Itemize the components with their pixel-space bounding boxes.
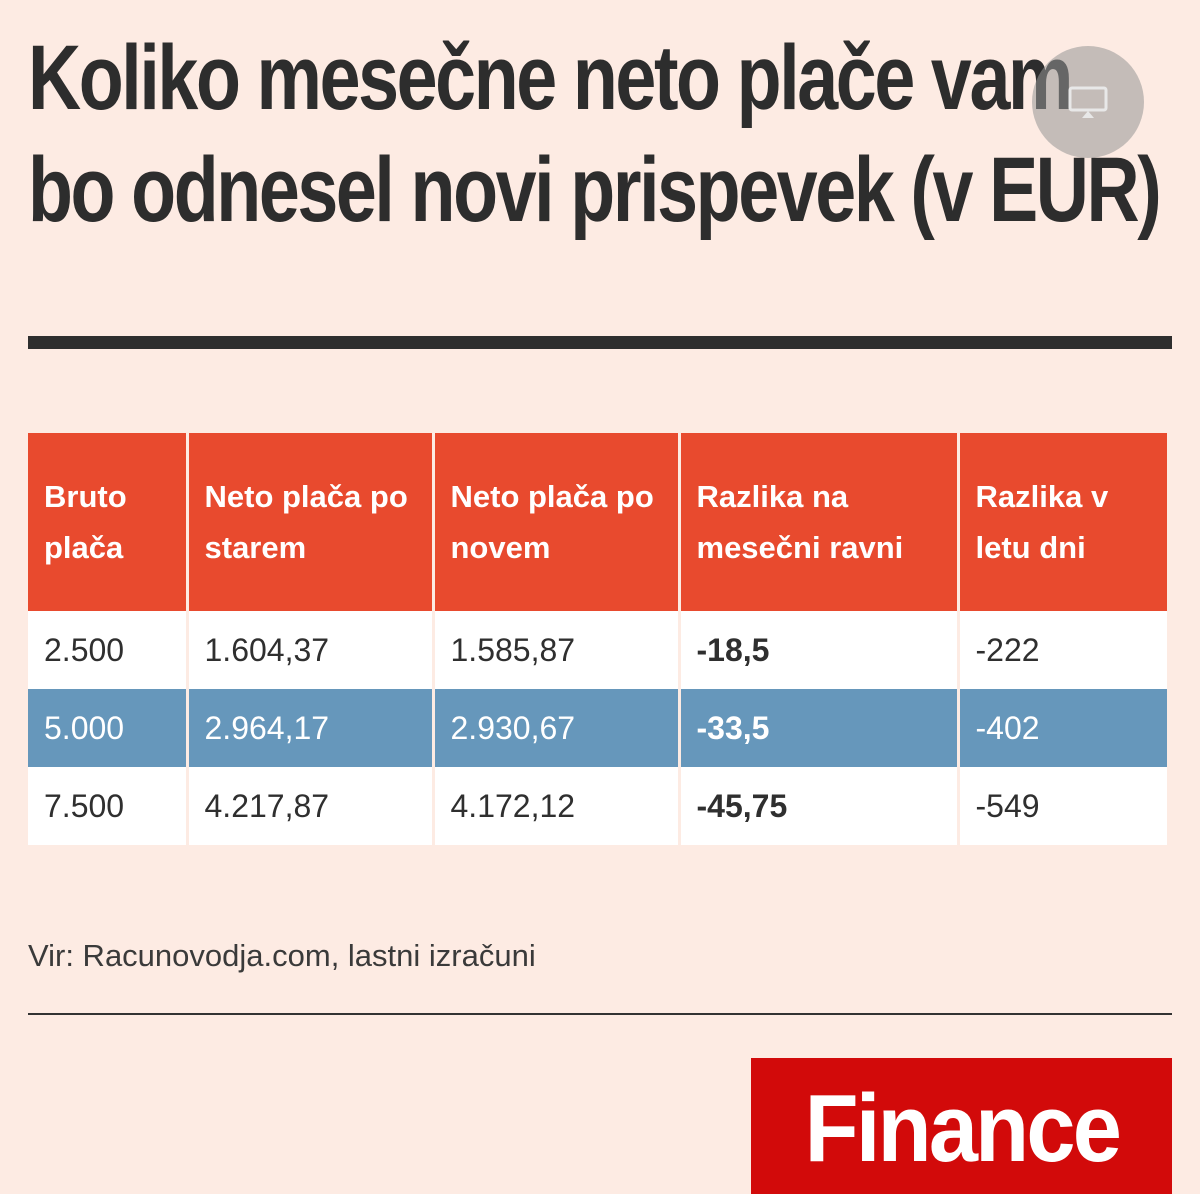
table-cell: -222 [958,611,1167,689]
logo-text: Finance [804,1075,1121,1182]
column-header: Bruto plača [28,433,189,611]
table-cell: 1.604,37 [187,611,435,689]
column-header: Neto plača po novem [433,433,681,611]
table-cell: -549 [958,767,1167,845]
title-divider [28,336,1172,349]
table-cell: -18,5 [679,611,960,689]
table-row: 5.000 2.964,17 2.930,67 -33,5 -402 [28,689,1167,767]
table-cell: 1.585,87 [433,611,681,689]
source-divider [28,1013,1172,1015]
table-cell: -45,75 [679,767,960,845]
screen-share-icon [1068,86,1108,118]
data-table: Bruto plača Neto plača po starem Neto pl… [28,433,1167,845]
table-row: 2.500 1.604,37 1.585,87 -18,5 -222 [28,611,1167,689]
table-cell: 7.500 [28,767,189,845]
table-cell: 5.000 [28,689,189,767]
column-header: Razlika v letu dni [958,433,1167,611]
column-header: Razlika na mesečni ravni [679,433,960,611]
table-header-row: Bruto plača Neto plača po starem Neto pl… [28,433,1167,611]
chart-title: Koliko mesečne neto plače vam bo odnesel… [28,27,1162,241]
table-cell: 2.964,17 [187,689,435,767]
finance-logo: Finance [751,1058,1172,1194]
table-cell: -402 [958,689,1167,767]
table-cell: -33,5 [679,689,960,767]
table-cell: 2.930,67 [433,689,681,767]
table-cell: 2.500 [28,611,189,689]
table-cell: 4.172,12 [433,767,681,845]
table-cell: 4.217,87 [187,767,435,845]
overlay-button[interactable] [1032,46,1144,158]
source-note: Vir: Racunovodja.com, lastni izračuni [28,938,536,973]
column-header: Neto plača po starem [187,433,435,611]
table-row: 7.500 4.217,87 4.172,12 -45,75 -549 [28,767,1167,845]
